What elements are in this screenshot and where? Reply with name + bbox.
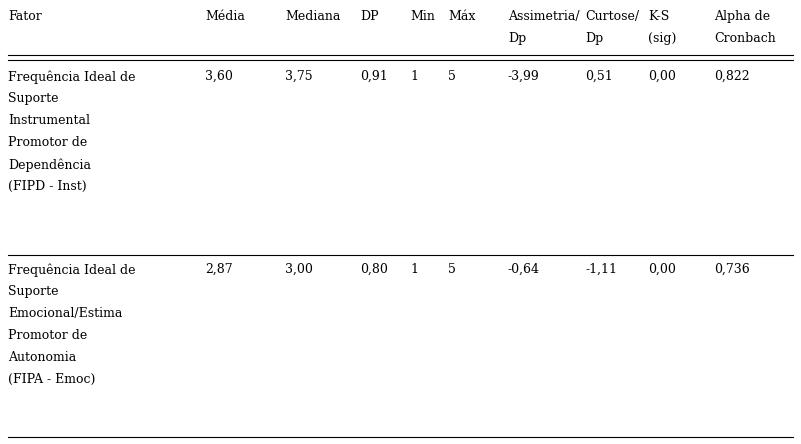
Text: Dp: Dp [585,32,603,45]
Text: Média: Média [205,10,245,23]
Text: Suporte: Suporte [8,285,58,298]
Text: 0,00: 0,00 [648,70,676,83]
Text: Curtose/: Curtose/ [585,10,639,23]
Text: 0,822: 0,822 [714,70,750,83]
Text: Promotor de: Promotor de [8,329,87,342]
Text: 5: 5 [448,263,456,276]
Text: 3,60: 3,60 [205,70,233,83]
Text: -3,99: -3,99 [508,70,540,83]
Text: (sig): (sig) [648,32,676,45]
Text: -1,11: -1,11 [585,263,617,276]
Text: 3,75: 3,75 [285,70,312,83]
Text: K-S: K-S [648,10,670,23]
Text: Assimetria/: Assimetria/ [508,10,580,23]
Text: 0,80: 0,80 [360,263,388,276]
Text: Mediana: Mediana [285,10,340,23]
Text: Autonomia: Autonomia [8,351,76,364]
Text: Máx: Máx [448,10,475,23]
Text: Frequência Ideal de: Frequência Ideal de [8,70,135,83]
Text: Cronbach: Cronbach [714,32,775,45]
Text: 1: 1 [410,70,418,83]
Text: 0,91: 0,91 [360,70,388,83]
Text: 0,00: 0,00 [648,263,676,276]
Text: 2,87: 2,87 [205,263,232,276]
Text: 0,736: 0,736 [714,263,750,276]
Text: 5: 5 [448,70,456,83]
Text: -0,64: -0,64 [508,263,540,276]
Text: Fator: Fator [8,10,42,23]
Text: Dp: Dp [508,32,526,45]
Text: Instrumental: Instrumental [8,114,90,127]
Text: 3,00: 3,00 [285,263,313,276]
Text: 1: 1 [410,263,418,276]
Text: Suporte: Suporte [8,92,58,105]
Text: Min: Min [410,10,435,23]
Text: Dependência: Dependência [8,158,91,171]
Text: Alpha de: Alpha de [714,10,770,23]
Text: Frequência Ideal de: Frequência Ideal de [8,263,135,277]
Text: DP: DP [360,10,379,23]
Text: Emocional/Estima: Emocional/Estima [8,307,123,320]
Text: 0,51: 0,51 [585,70,613,83]
Text: (FIPA - Emoc): (FIPA - Emoc) [8,373,95,386]
Text: Promotor de: Promotor de [8,136,87,149]
Text: (FIPD - Inst): (FIPD - Inst) [8,180,87,193]
